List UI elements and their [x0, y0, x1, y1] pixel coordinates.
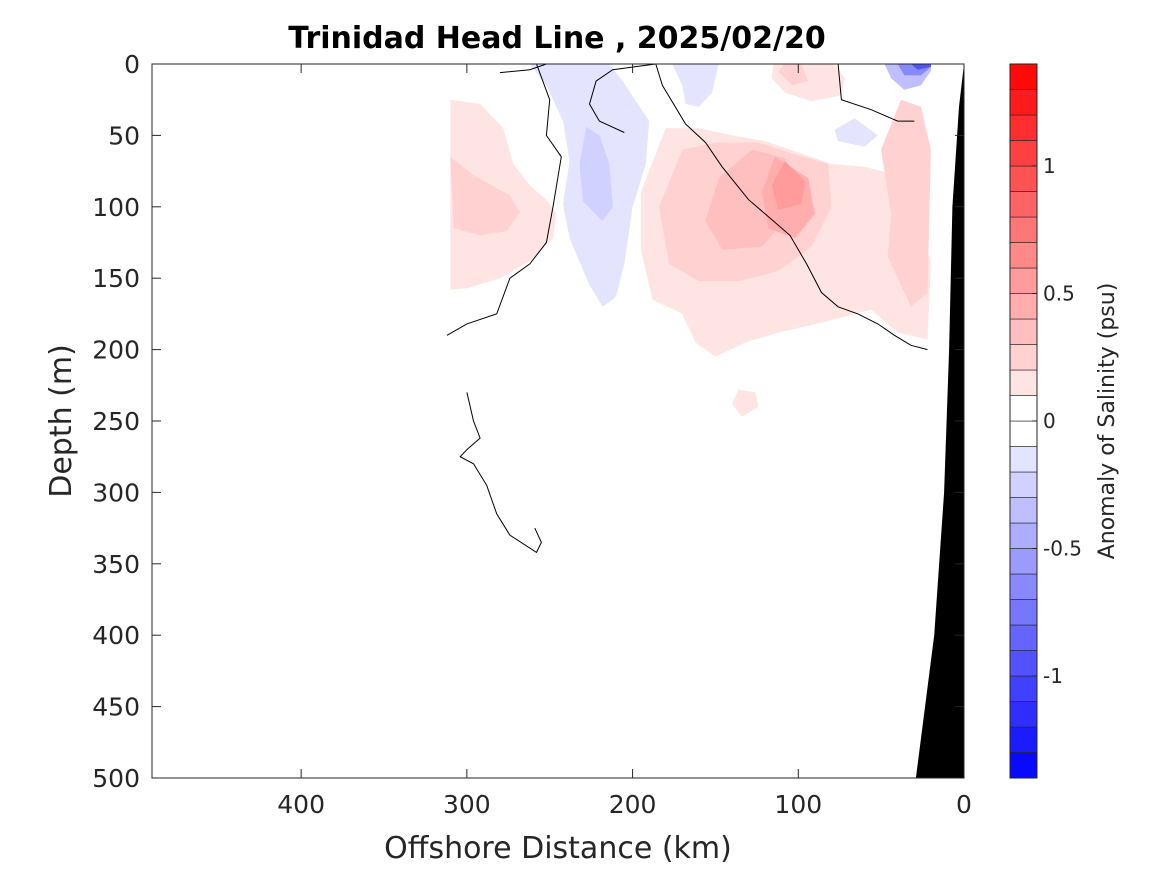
x-axis-label: Offshore Distance (km) [384, 831, 732, 866]
anomaly-region [450, 156, 520, 236]
zero-contour-line [588, 64, 656, 133]
zero-contour-layer [446, 64, 928, 554]
zero-contour-line [655, 64, 928, 351]
colorbar-bin [1009, 599, 1038, 626]
colorbar-bin [1009, 140, 1038, 167]
colorbar-bin [1009, 267, 1038, 294]
anomaly-region [732, 389, 759, 417]
x-tick-label: 0 [956, 790, 972, 819]
colorbar-bin [1009, 191, 1038, 218]
bathymetry-shelf [915, 64, 964, 778]
colorbar-bin [1009, 471, 1038, 498]
x-tick-label: 100 [774, 790, 822, 819]
colorbar-bin [1009, 650, 1038, 677]
colorbar-bin [1009, 63, 1038, 90]
y-tick-label: 50 [108, 121, 140, 150]
x-tick-label: 300 [443, 790, 491, 819]
colorbar-bin [1009, 395, 1038, 422]
zero-contour-line [499, 64, 547, 74]
y-tick-label: 500 [92, 764, 140, 793]
y-tick-label: 150 [92, 264, 140, 293]
y-axis-label: Depth (m) [44, 344, 79, 498]
colorbar-bin [1009, 548, 1038, 575]
colorbar-bin [1009, 242, 1038, 269]
x-tick-label: 400 [277, 790, 325, 819]
anomaly-region [834, 118, 878, 147]
anomaly-region [911, 64, 931, 70]
anomaly-region [881, 99, 931, 307]
y-tick-label: 250 [92, 407, 140, 436]
colorbar-bin [1009, 369, 1038, 396]
colorbar-bin [1009, 497, 1038, 524]
zero-contour-line [446, 64, 562, 336]
x-axis: 400 300 200 100 0 [277, 64, 972, 819]
y-tick-label: 100 [92, 193, 140, 222]
colorbar-bin [1009, 216, 1038, 243]
colorbar-tick-label: 1 [1043, 154, 1056, 178]
colorbar-bin [1009, 624, 1038, 651]
colorbar-bin [1009, 89, 1038, 116]
colorbar-bin [1009, 446, 1038, 473]
y-tick-label: 300 [92, 478, 140, 507]
colorbar-bin [1009, 318, 1038, 345]
y-tick-label: 450 [92, 693, 140, 722]
anomaly-region [579, 126, 613, 222]
y-tick-label: 0 [124, 50, 140, 79]
colorbar-bin [1009, 726, 1038, 753]
colorbar-bin [1009, 675, 1038, 702]
colorbar-bin [1009, 114, 1038, 141]
colorbar-bin [1009, 344, 1038, 371]
anomaly-region [672, 64, 719, 107]
colorbar-bin [1009, 165, 1038, 192]
anomaly-region [771, 161, 805, 210]
y-tick-label: 400 [92, 621, 140, 650]
colorbar-bin [1009, 420, 1038, 447]
zero-contour-line [459, 392, 542, 554]
colorbar-tick-label: 0 [1043, 409, 1056, 433]
colorbar-tick-label: -1 [1043, 664, 1063, 688]
anomaly-region [778, 64, 809, 86]
chart-title: Trinidad Head Line , 2025/02/20 [288, 21, 825, 56]
y-tick-label: 350 [92, 550, 140, 579]
colorbar-tick-label: 0.5 [1043, 282, 1075, 306]
colorbar-label: Anomaly of Salinity (psu) [1095, 283, 1120, 560]
colorbar-bin [1009, 522, 1038, 549]
y-tick-label: 200 [92, 336, 140, 365]
zero-contour-line [837, 64, 915, 122]
colorbar-bin [1009, 293, 1038, 320]
plot-area [152, 64, 964, 778]
x-tick-label: 200 [609, 790, 657, 819]
y-axis: 0 50 100 150 200 250 300 350 400 450 500 [92, 50, 964, 793]
colorbar-bin [1009, 573, 1038, 600]
colorbar-bin [1009, 752, 1038, 779]
colorbar: 1 0.5 0 -0.5 -1 [1009, 63, 1082, 779]
colorbar-tick-label: -0.5 [1043, 537, 1082, 561]
colorbar-bin [1009, 701, 1038, 728]
